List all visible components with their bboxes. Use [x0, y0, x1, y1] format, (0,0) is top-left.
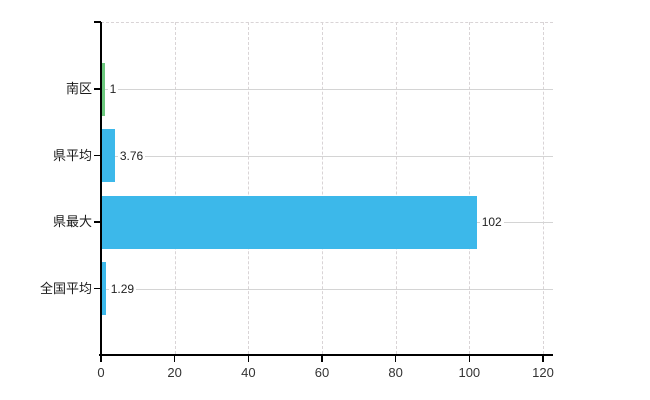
y-axis-top-tick	[94, 21, 101, 23]
bar-value-label: 1.29	[108, 281, 137, 296]
bar-value-label: 3.76	[117, 148, 146, 163]
x-gridline	[248, 22, 250, 354]
bar-1	[101, 62, 105, 116]
category-label: 県平均	[52, 147, 92, 163]
x-tick-label: 120	[532, 365, 554, 380]
x-gridline	[395, 22, 397, 354]
bar-4	[101, 262, 106, 315]
y-axis-tick	[94, 154, 101, 157]
x-tick-label: 60	[314, 365, 330, 380]
x-gridline	[322, 22, 323, 354]
x-axis-tick	[542, 356, 544, 362]
x-tick-label: 20	[167, 365, 182, 380]
y-axis-tick	[94, 221, 101, 223]
x-axis-tick	[321, 356, 323, 362]
x-tick-label: 0	[97, 365, 105, 380]
row-gridline	[101, 155, 553, 157]
x-axis-line	[98, 354, 553, 356]
x-axis-tick	[247, 356, 250, 362]
x-axis-tick	[100, 356, 102, 362]
row-gridline	[101, 89, 553, 90]
row-gridline	[101, 288, 553, 290]
x-axis-tick	[394, 356, 397, 362]
x-gridline	[543, 22, 544, 354]
y-axis-tick	[94, 287, 101, 290]
x-tick-label: 80	[388, 365, 403, 380]
x-axis-tick	[468, 356, 471, 362]
category-label: 全国平均	[39, 280, 92, 296]
bar-3	[101, 195, 477, 249]
y-axis-tick	[94, 88, 101, 90]
x-gridline	[174, 22, 176, 354]
bar-value-label: 1	[107, 82, 119, 96]
category-label: 南区	[65, 81, 92, 96]
category-label: 県最大	[52, 214, 92, 229]
x-tick-label: 100	[458, 365, 481, 380]
x-gridline	[469, 22, 471, 354]
y-axis-line	[99, 22, 102, 354]
x-tick-label: 40	[241, 365, 256, 380]
bar-2	[101, 129, 115, 182]
plot-top-border	[101, 22, 553, 23]
x-axis-tick	[173, 356, 176, 362]
bar-value-label: 102	[479, 215, 504, 229]
